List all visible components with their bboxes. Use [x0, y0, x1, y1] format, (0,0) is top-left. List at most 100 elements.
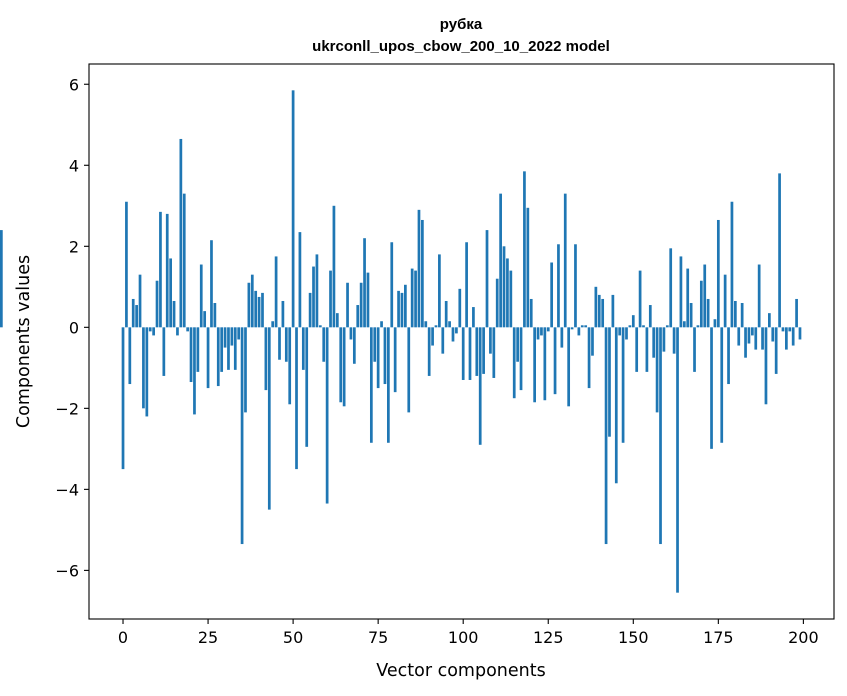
bar [196, 327, 200, 372]
bar [693, 327, 696, 372]
bar [421, 219, 424, 328]
y-axis-label: Components values [14, 255, 34, 428]
bar [608, 327, 611, 437]
bar [301, 327, 305, 370]
y-tick-label: 0 [69, 318, 79, 337]
bar [240, 327, 244, 545]
chart-title: рубка [440, 16, 483, 33]
bar [186, 327, 190, 332]
bar [145, 327, 149, 417]
bar [669, 248, 673, 328]
bar [138, 274, 142, 328]
bar [699, 280, 703, 328]
bar [761, 327, 764, 350]
bar [366, 272, 370, 328]
bar [570, 327, 574, 330]
bar [574, 244, 577, 328]
bar [210, 240, 213, 328]
bar [142, 327, 145, 409]
bar [329, 270, 332, 328]
bar [696, 325, 700, 328]
y-tick-label: −6 [55, 561, 79, 580]
bar [434, 325, 438, 328]
bar [516, 327, 519, 362]
bar [482, 327, 485, 374]
bar [308, 292, 312, 328]
bar [774, 327, 778, 374]
bar [359, 282, 363, 328]
bar [614, 327, 618, 484]
y-tick-label: −2 [55, 399, 79, 418]
bar [523, 171, 526, 328]
bar [655, 327, 659, 413]
bar [414, 270, 417, 328]
bar [128, 327, 132, 385]
y-tick-label: 2 [69, 237, 79, 256]
bar [710, 327, 713, 449]
bar [625, 327, 628, 340]
bar [618, 327, 622, 336]
bar [533, 327, 536, 403]
bar [584, 325, 588, 328]
bar [458, 288, 462, 328]
bar [312, 266, 315, 328]
x-axis-label: Vector components [376, 661, 545, 681]
bar [393, 327, 397, 393]
bar [604, 327, 608, 545]
bar [686, 268, 690, 328]
bar [400, 292, 404, 328]
x-tick-label: 50 [283, 628, 303, 647]
chart-subtitle: ukrconll_upos_cbow_200_10_2022 model [312, 38, 610, 55]
bar [781, 327, 785, 332]
x-tick-label: 100 [448, 628, 479, 647]
bar [489, 327, 492, 354]
bar [250, 274, 254, 328]
bar [519, 327, 523, 391]
bar [747, 327, 751, 344]
bar [288, 327, 292, 405]
bar [230, 327, 234, 346]
bar [233, 327, 237, 370]
bar [380, 321, 383, 328]
bar [611, 294, 615, 328]
bar [601, 298, 605, 328]
bar [254, 290, 258, 328]
bar [461, 327, 465, 380]
bar [176, 327, 179, 336]
bar [468, 327, 472, 380]
plot-frame [88, 63, 835, 620]
bar [485, 230, 489, 328]
y-axis: −6 −4 −2 0 2 4 6 [55, 75, 89, 580]
bar [560, 327, 564, 348]
bar [346, 282, 349, 328]
bar [591, 327, 594, 356]
bar [363, 238, 366, 328]
bar [315, 254, 319, 328]
bar [451, 327, 455, 342]
bar [567, 327, 571, 407]
bar [438, 254, 441, 328]
bar [274, 256, 278, 328]
bar [291, 90, 295, 328]
bar [264, 327, 268, 391]
bar [553, 327, 557, 395]
bar [397, 290, 400, 328]
bar [495, 278, 499, 328]
bar [506, 258, 509, 328]
bar [676, 327, 679, 593]
bar [665, 325, 669, 328]
bar [404, 284, 407, 328]
bar [431, 327, 434, 346]
bar [536, 327, 540, 340]
bar [635, 327, 639, 372]
bar [383, 327, 387, 385]
bar [356, 305, 360, 328]
bar [179, 138, 183, 328]
bar [335, 313, 339, 328]
bar [597, 294, 601, 328]
bar [628, 325, 632, 328]
bar [424, 321, 428, 328]
bar [278, 327, 281, 360]
